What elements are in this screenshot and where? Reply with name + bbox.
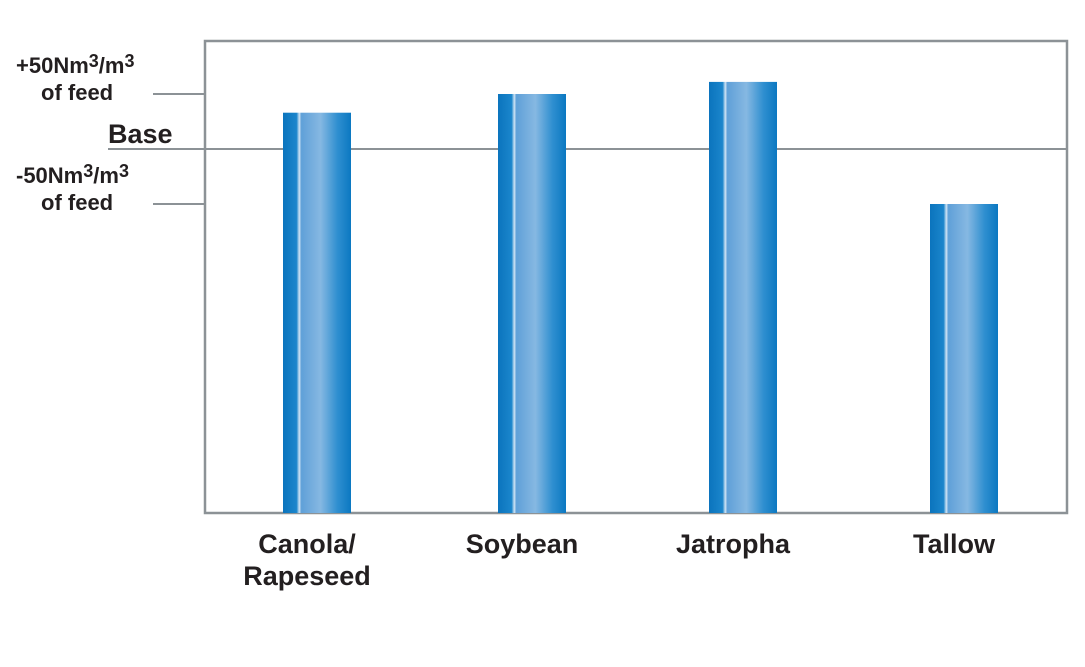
bar-0 xyxy=(283,112,351,513)
plot-frame xyxy=(203,39,1069,515)
bars-group xyxy=(283,81,998,514)
baseline-label: Base xyxy=(108,119,173,149)
x-categories-group: Canola/Rapeseed Soybean Jatropha Tallow xyxy=(243,529,996,591)
bar-3 xyxy=(930,204,998,513)
y-tick-label-1: -50Nm3/m3 xyxy=(16,161,129,188)
bar-2 xyxy=(709,81,777,514)
plot-frame-group: Base xyxy=(108,39,1069,515)
y-tick-label-0: +50Nm3/m3 xyxy=(16,51,135,78)
category-label-3: Tallow xyxy=(913,529,996,559)
y-tick-sublabel-1: of feed xyxy=(41,190,113,215)
y-tick-sublabel-0: of feed xyxy=(41,80,113,105)
bar-1 xyxy=(498,94,566,513)
category-label-0: Canola/Rapeseed xyxy=(243,529,371,591)
category-label-1: Soybean xyxy=(466,529,579,559)
category-label-2: Jatropha xyxy=(676,529,791,559)
